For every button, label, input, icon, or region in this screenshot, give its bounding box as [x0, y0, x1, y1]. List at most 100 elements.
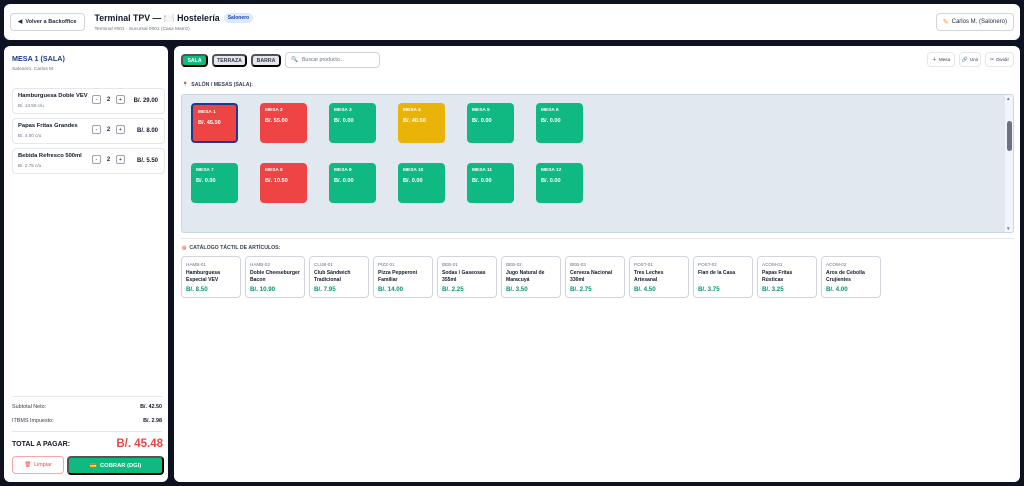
table-card-7[interactable]: MESA 7 B/. 0.00: [191, 163, 238, 203]
add-table-label: Mesa: [938, 57, 951, 62]
product-price: B/. 4.00: [826, 286, 848, 293]
table-card-3[interactable]: MESA 3 B/. 0.00: [329, 103, 376, 143]
product-card[interactable]: ACOM-01 Papas Fritas Rústicas B/. 3.25: [757, 256, 817, 298]
order-table-title: MESA 1 (SALA): [12, 54, 65, 63]
plus-icon: ＋: [931, 57, 937, 63]
top-header: ◀ Volver a Backoffice Terminal TPV — 🍽️ …: [4, 4, 1020, 40]
product-card[interactable]: BEB-03 Cerveza Nacional 330ml B/. 2.75: [565, 256, 625, 298]
tax-row: ITBMS Impuesto: B/. 2.98: [12, 418, 162, 424]
table-name: MESA 1: [198, 110, 216, 115]
merge-tables-button[interactable]: 🔗 Unir: [959, 52, 981, 67]
order-item[interactable]: Papas Fritas Grandes B/. 4.00 c/u - 2 + …: [12, 118, 165, 144]
product-code: HAMB-01: [186, 262, 206, 267]
table-card-12[interactable]: MESA 12 B/. 0.00: [536, 163, 583, 203]
table-amount: B/. 0.00: [334, 118, 354, 124]
order-item[interactable]: Bebida Refresco 500ml B/. 2.75 c/u - 2 +…: [12, 148, 165, 174]
table-amount: B/. 40.50: [403, 118, 426, 124]
table-card-1[interactable]: MESA 1 B/. 45.50: [191, 103, 238, 143]
product-card[interactable]: CLUB-01 Club Sándwich Tradicional B/. 7.…: [309, 256, 369, 298]
scroll-down-arrow-icon[interactable]: ▼: [1006, 226, 1011, 231]
decrease-qty-button[interactable]: -: [92, 155, 101, 164]
table-card-6[interactable]: MESA 6 B/. 0.00: [536, 103, 583, 143]
grand-total-divider: [12, 431, 162, 432]
product-code: POST-02: [698, 262, 717, 267]
scroll-thumb[interactable]: [1006, 121, 1012, 151]
product-code: ACOM-01: [762, 262, 783, 267]
decrease-qty-button[interactable]: -: [92, 125, 101, 134]
scroll-up-arrow-icon[interactable]: ▲: [1006, 96, 1011, 101]
split-bill-button[interactable]: ✂ Dividir: [985, 52, 1014, 67]
table-card-10[interactable]: MESA 10 B/. 0.00: [398, 163, 445, 203]
tab-barra[interactable]: BARRA: [251, 54, 281, 67]
table-card-5[interactable]: MESA 5 B/. 0.00: [467, 103, 514, 143]
order-item-total: B/. 5.50: [136, 158, 158, 164]
quantity-stepper: - 2 +: [92, 125, 125, 134]
product-name: Tres Leches Artesanal: [634, 270, 664, 283]
table-amount: B/. 0.00: [334, 178, 354, 184]
tab-terraza[interactable]: TERRAZA: [212, 54, 247, 67]
order-item-unit-price: B/. 2.75 c/u: [18, 163, 42, 168]
product-name: Club Sándwich Tradicional: [314, 270, 351, 283]
floor-plan: MESA 1 B/. 45.50 MESA 2 B/. 55.00 MESA 3…: [181, 94, 1014, 233]
user-button[interactable]: ✎ Carlos M. (Salonero): [935, 13, 1014, 31]
product-code: HAMB-02: [250, 262, 270, 267]
add-table-button[interactable]: ＋ Mesa: [927, 52, 955, 67]
product-card[interactable]: POST-02 Flan de la Casa B/. 3.75: [693, 256, 753, 298]
product-name: Sodas / Gaseosas 355ml: [442, 270, 486, 283]
merge-label: Unir: [969, 57, 979, 62]
role-badge: Salonero: [223, 13, 254, 23]
table-card-4[interactable]: MESA 4 B/. 40.50: [398, 103, 445, 143]
increase-qty-button[interactable]: +: [116, 125, 125, 134]
product-card[interactable]: PIZZ-01 Pizza Pepperoni Familiar B/. 14.…: [373, 256, 433, 298]
product-card[interactable]: HAMB-02 Doble Cheeseburger Bacon B/. 10.…: [245, 256, 305, 298]
table-amount: B/. 0.00: [403, 178, 423, 184]
product-name: Jugo Natural de Maracuyá: [506, 270, 545, 283]
decrease-qty-button[interactable]: -: [92, 95, 101, 104]
product-card[interactable]: POST-01 Tres Leches Artesanal B/. 4.50: [629, 256, 689, 298]
order-panel: MESA 1 (SALA) Salonero: Carlos M. Hambur…: [4, 46, 168, 482]
product-card[interactable]: BEB-02 Jugo Natural de Maracuyá B/. 3.50: [501, 256, 561, 298]
table-card-2[interactable]: MESA 2 B/. 55.00: [260, 103, 307, 143]
tax-value: B/. 2.98: [143, 418, 162, 424]
increase-qty-button[interactable]: +: [116, 155, 125, 164]
table-name: MESA 6: [541, 108, 559, 113]
product-search[interactable]: 🔍: [285, 52, 380, 68]
terminal-subtitle: Terminal #001 · Sucursal 0001 (Casa Matr…: [94, 26, 190, 32]
quantity-stepper: - 2 +: [92, 155, 125, 164]
increase-qty-button[interactable]: +: [116, 95, 125, 104]
order-item-name: Papas Fritas Grandes: [18, 123, 78, 129]
charge-button[interactable]: 💳 COBRAR (DGI): [67, 456, 164, 475]
product-name: Papas Fritas Rústicas: [762, 270, 793, 283]
search-input[interactable]: [301, 57, 374, 63]
product-price: B/. 8.50: [186, 286, 208, 293]
product-card[interactable]: ACOM-02 Aros de Cebolla Crujientes B/. 4…: [821, 256, 881, 298]
user-label: Carlos M. (Salonero): [951, 19, 1007, 25]
floor-scrollbar[interactable]: ▲ ▼: [1005, 95, 1013, 232]
table-name: MESA 12: [541, 168, 562, 173]
product-code: POST-01: [634, 262, 653, 267]
product-code: BEB-03: [570, 262, 586, 267]
product-price: B/. 3.50: [506, 286, 528, 293]
table-name: MESA 10: [403, 168, 424, 173]
table-amount: B/. 0.00: [472, 178, 492, 184]
catalog-section-title: ◎ CATÁLOGO TÁCTIL DE ARTÍCULOS:: [182, 245, 280, 251]
table-amount: B/. 0.00: [541, 118, 561, 124]
table-card-9[interactable]: MESA 9 B/. 0.00: [329, 163, 376, 203]
brand: Terminal TPV — 🍽️ Hostelería Salonero Te…: [95, 13, 254, 32]
order-item[interactable]: Hamburguesa Doble VEV B/. 14.50 c/u - 2 …: [12, 88, 165, 114]
back-to-backoffice-button[interactable]: ◀ Volver a Backoffice: [10, 13, 85, 31]
table-name: MESA 3: [334, 108, 352, 113]
section-divider: [181, 238, 1014, 239]
catalog-title: CATÁLOGO TÁCTIL DE ARTÍCULOS:: [189, 245, 281, 251]
product-price: B/. 3.75: [698, 286, 720, 293]
tab-sala[interactable]: SALA: [181, 54, 208, 67]
grand-total-row: TOTAL A PAGAR: B/. 45.48: [12, 438, 163, 450]
product-card[interactable]: HAMB-01 Hamburguesa Especial VEV B/. 8.5…: [181, 256, 241, 298]
product-card[interactable]: BEB-01 Sodas / Gaseosas 355ml B/. 2.25: [437, 256, 497, 298]
split-label: Dividir: [996, 57, 1009, 62]
table-amount: B/. 55.00: [265, 118, 288, 124]
clear-order-button[interactable]: 🗑 Limpiar: [12, 456, 64, 474]
table-card-8[interactable]: MESA 8 B/. 10.50: [260, 163, 307, 203]
table-card-11[interactable]: MESA 11 B/. 0.00: [467, 163, 514, 203]
target-icon: ◎: [182, 245, 187, 251]
